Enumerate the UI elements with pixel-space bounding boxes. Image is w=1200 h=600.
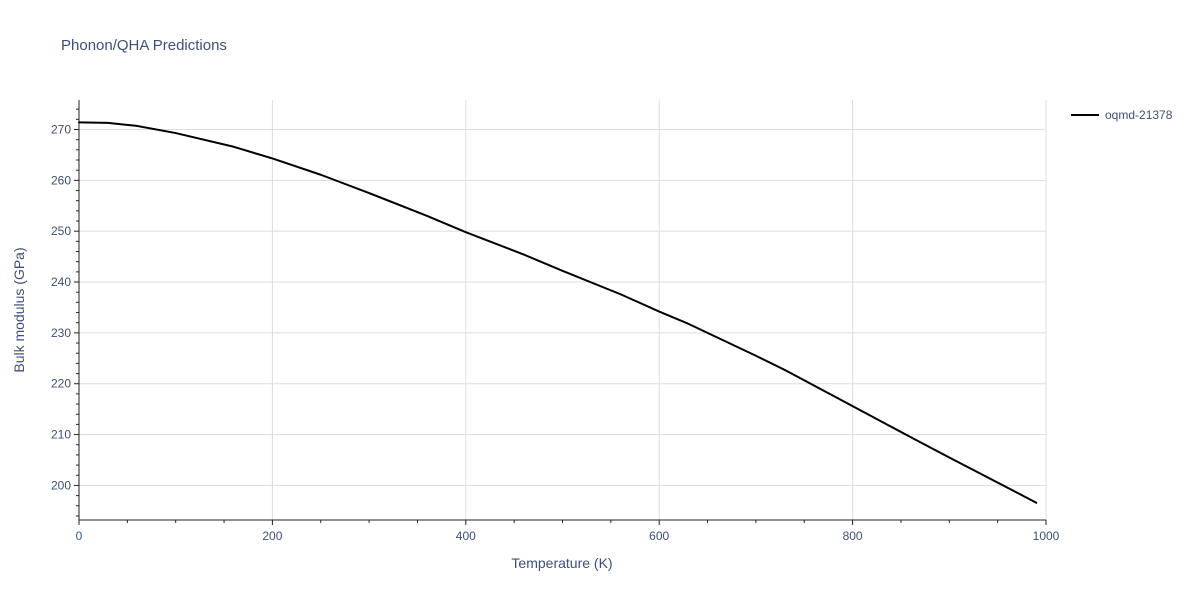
y-tick-label: 260 <box>51 173 71 187</box>
y-tick-label: 210 <box>51 428 71 442</box>
x-tick-label: 600 <box>649 529 669 543</box>
series-layer <box>78 121 1038 504</box>
x-tick-label: 1000 <box>1033 529 1060 543</box>
x-axis-title: Temperature (K) <box>511 555 612 571</box>
x-tick-label: 400 <box>456 529 476 543</box>
y-tick-label: 230 <box>51 326 71 340</box>
y-tick-label: 240 <box>51 275 71 289</box>
y-tick-label: 250 <box>51 224 71 238</box>
x-axis-ticks: 0 200 400 600 800 1000 <box>76 520 1060 543</box>
chart-title: Phonon/QHA Predictions <box>61 37 227 54</box>
grid-lines <box>79 100 1047 520</box>
y-tick-label: 200 <box>51 478 71 492</box>
legend-label-oqmd-21378: oqmd-21378 <box>1105 108 1173 122</box>
y-tick-label: 270 <box>51 122 71 136</box>
legend[interactable]: oqmd-21378 <box>1071 108 1173 122</box>
series-line-oqmd-21378[interactable] <box>78 121 1038 504</box>
y-axis-ticks: 200 210 220 230 240 250 260 270 <box>51 108 79 517</box>
x-tick-label: 200 <box>262 529 282 543</box>
x-tick-label: 0 <box>76 529 83 543</box>
x-tick-label: 800 <box>843 529 863 543</box>
y-tick-label: 220 <box>51 377 71 391</box>
y-axis-title: Bulk modulus (GPa) <box>11 247 27 372</box>
